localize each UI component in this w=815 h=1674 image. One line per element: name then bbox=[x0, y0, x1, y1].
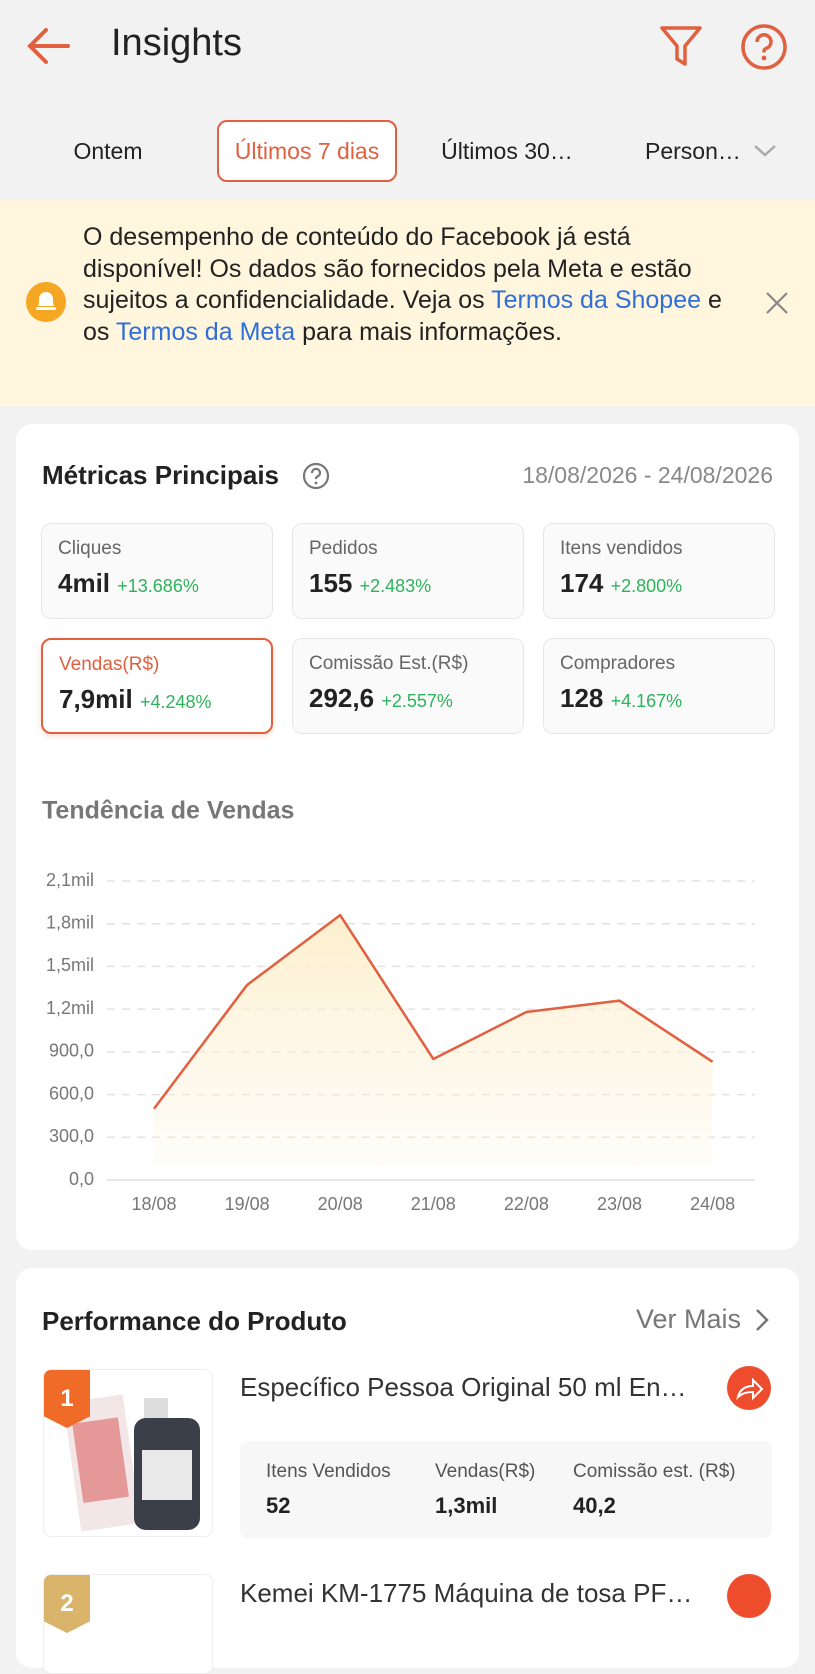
section-title: Performance do Produto bbox=[42, 1306, 347, 1336]
stat: Comissão est. (R$) 40,2 bbox=[573, 1461, 736, 1519]
see-more-label: Ver Mais bbox=[635, 1304, 741, 1334]
share-button[interactable] bbox=[727, 1366, 771, 1410]
metric-card[interactable]: Cliques 4mil +13.686% bbox=[41, 523, 273, 619]
product-name[interactable]: Específico Pessoa Original 50 ml En… bbox=[240, 1372, 687, 1402]
stat-label: Vendas(R$) bbox=[435, 1461, 536, 1482]
text: O desempenho de conteúdo do Facebook já … bbox=[83, 223, 692, 314]
date-range: 18/08/2026 - 24/08/2026 bbox=[522, 462, 773, 488]
metric-value: 4mil bbox=[58, 568, 111, 598]
back-button[interactable] bbox=[24, 24, 74, 68]
close-button[interactable] bbox=[764, 290, 790, 316]
filter-button[interactable] bbox=[658, 24, 704, 70]
metric-value: 128 bbox=[560, 683, 604, 713]
metric-label: Vendas(R$) bbox=[59, 654, 160, 675]
filter-label: Person… bbox=[645, 137, 741, 164]
x-tick-label: 24/08 bbox=[690, 1194, 735, 1214]
text: e os bbox=[83, 286, 722, 346]
filter-chip[interactable]: Últimos 30… bbox=[417, 120, 597, 182]
metric-value: 7,9mil bbox=[59, 684, 133, 714]
notice-banner: O desempenho de conteúdo do Facebook já … bbox=[0, 200, 815, 406]
link[interactable]: Termos da Shopee bbox=[491, 286, 702, 314]
y-tick-label: 1,5mil bbox=[46, 955, 94, 975]
metric-label: Comissão Est.(R$) bbox=[309, 653, 469, 674]
line bbox=[153, 913, 714, 1110]
x-tick-label: 23/08 bbox=[597, 1194, 642, 1214]
product-image[interactable]: 1 bbox=[43, 1369, 213, 1537]
metric-change: +13.686% bbox=[117, 576, 199, 596]
chart-title: Tendência de Vendas bbox=[42, 797, 294, 825]
y-tick-label: 0,0 bbox=[69, 1169, 94, 1189]
x-tick-label: 18/08 bbox=[131, 1194, 176, 1214]
product-photo bbox=[63, 1394, 200, 1532]
stat-value: 1,3mil bbox=[435, 1493, 498, 1518]
metric-label: Cliques bbox=[58, 538, 122, 559]
metric-change: +2.483% bbox=[359, 576, 432, 596]
bell-icon bbox=[26, 282, 66, 322]
metric-change: +4.248% bbox=[139, 692, 212, 712]
x-tick-label: 21/08 bbox=[411, 1194, 456, 1214]
y-tick-label: 600,0 bbox=[49, 1083, 94, 1103]
metric-card-selected[interactable]: Vendas(R$) 7,9mil +4.248% bbox=[41, 638, 273, 734]
filter-chip-selected[interactable]: Últimos 7 dias bbox=[217, 120, 397, 182]
metric-value: 292,6 bbox=[309, 683, 375, 713]
metric-value: 174 bbox=[560, 568, 604, 598]
metric-card[interactable]: Comissão Est.(R$) 292,6 +2.557% bbox=[292, 638, 524, 734]
x-tick-label: 20/08 bbox=[318, 1194, 363, 1214]
section-title: Métricas Principais bbox=[42, 460, 279, 490]
product-stats: Itens Vendidos 52 Vendas(R$) 1,3mil Comiss… bbox=[240, 1441, 772, 1538]
x-tick-label: 22/08 bbox=[504, 1194, 549, 1214]
y-tick-label: 900,0 bbox=[49, 1041, 94, 1061]
stat-value: 40,2 bbox=[573, 1493, 616, 1518]
page-title: Insights bbox=[111, 22, 242, 64]
metric-card[interactable]: Pedidos 155 +2.483% bbox=[292, 523, 524, 619]
metric-card[interactable]: Compradores 128 +4.167% bbox=[543, 638, 775, 734]
stat: Itens Vendidos 52 bbox=[266, 1461, 391, 1519]
area bbox=[154, 915, 713, 1166]
metric-label: Itens vendidos bbox=[560, 538, 683, 559]
stat-label: Comissão est. (R$) bbox=[573, 1461, 736, 1482]
rank-badge: 2 bbox=[44, 1575, 90, 1633]
rank-badge: 1 bbox=[44, 1370, 90, 1428]
chevron bbox=[756, 1308, 769, 1331]
stat-label: Itens Vendidos bbox=[266, 1461, 391, 1482]
metric-change: +2.800% bbox=[610, 576, 683, 596]
y-tick-label: 1,2mil bbox=[46, 998, 94, 1018]
x-tick-label: 19/08 bbox=[225, 1194, 270, 1214]
metric-change: +2.557% bbox=[381, 691, 453, 711]
see-more[interactable]: Ver Mais bbox=[636, 1304, 769, 1335]
stat-value: 52 bbox=[266, 1493, 291, 1518]
sales-trend-chart: Tendência de Vendas 0,0 300,0 600,0 900,0 1,… bbox=[42, 797, 755, 1214]
help-icon[interactable] bbox=[302, 462, 330, 490]
product-card: Performance do Produto Ver Mais 1 Especí… bbox=[16, 1268, 799, 1674]
y-tick-label: 2,1mil bbox=[46, 870, 94, 890]
chevron bbox=[754, 145, 776, 157]
notice-text: O desempenho de conteúdo do Facebook já … bbox=[83, 222, 733, 348]
metric-value: 155 bbox=[309, 568, 353, 598]
text: para mais informações. bbox=[295, 317, 562, 346]
share-button[interactable] bbox=[727, 1574, 771, 1618]
metrics-card: Métricas Principais 18/08/2026 - 24/08/2… bbox=[16, 424, 799, 1250]
metric-card[interactable]: Itens vendidos 174 +2.800% bbox=[543, 523, 775, 619]
metric-label: Compradores bbox=[560, 653, 676, 674]
metric-label: Pedidos bbox=[309, 538, 378, 559]
product-name[interactable]: Kemei KM-1775 Máquina de tosa PF… bbox=[240, 1578, 693, 1608]
y-tick-label: 300,0 bbox=[49, 1126, 94, 1146]
stat: Vendas(R$) 1,3mil bbox=[435, 1461, 535, 1519]
product-image[interactable]: 2 bbox=[43, 1574, 213, 1674]
help-button[interactable] bbox=[740, 23, 788, 71]
y-tick-label: 1,8mil bbox=[46, 912, 94, 932]
filter-dropdown[interactable]: Person… bbox=[617, 120, 797, 182]
metric-change: +4.167% bbox=[610, 691, 683, 711]
page: Insights Ontem Últimos 7 dias Últimos 30… bbox=[0, 22, 815, 1674]
filter-chip[interactable]: Ontem bbox=[18, 120, 198, 182]
link[interactable]: Termos da Meta bbox=[115, 317, 296, 346]
